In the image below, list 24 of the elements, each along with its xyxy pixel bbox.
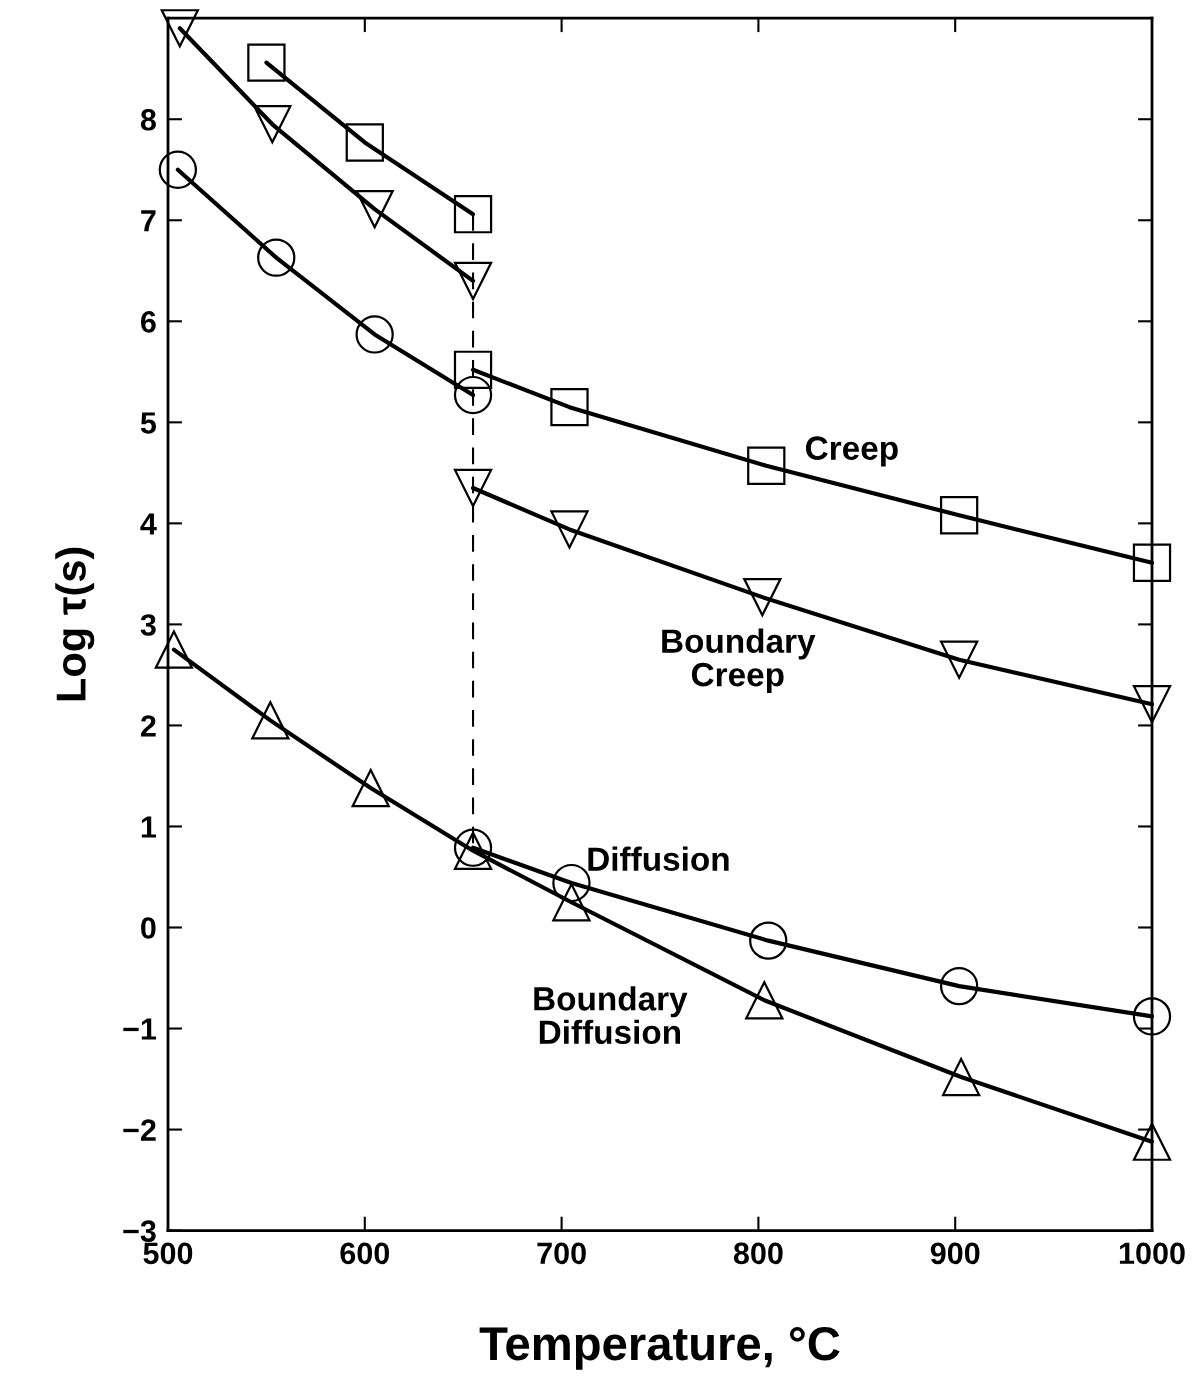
x-axis-title: Temperature, °C xyxy=(479,1327,840,1370)
annotation: Boundary Diffusion xyxy=(534,986,688,1045)
annotation: Creep xyxy=(806,436,898,467)
annotation: Diffusion xyxy=(588,846,729,871)
y-tick-label: −1 xyxy=(123,1018,157,1040)
x-tick-label: 700 xyxy=(537,1242,586,1265)
y-tick-label: 2 xyxy=(140,715,156,737)
x-tick-label: 900 xyxy=(930,1242,980,1265)
annotation: Boundary Creep xyxy=(662,628,816,694)
y-tick-label: −2 xyxy=(123,1119,156,1141)
x-tick-label: 800 xyxy=(733,1242,783,1265)
y-tick-label: 8 xyxy=(140,108,156,131)
y-tick-label: 5 xyxy=(140,412,157,434)
y-tick-label: 0 xyxy=(141,917,156,939)
x-tick-label: 1000 xyxy=(1119,1242,1185,1265)
x-tick-label: 600 xyxy=(340,1242,390,1265)
y-tick-label: 1 xyxy=(141,816,157,838)
y-tick-label: 3 xyxy=(140,614,156,636)
y-tick-label: 7 xyxy=(141,210,156,232)
x-tick-label: 500 xyxy=(143,1242,193,1265)
y-axis-title: Log τ(s) xyxy=(55,547,95,701)
y-tick-label: −3 xyxy=(123,1220,156,1243)
y-tick-label: 4 xyxy=(140,513,157,535)
y-tick-label: 6 xyxy=(141,311,156,333)
